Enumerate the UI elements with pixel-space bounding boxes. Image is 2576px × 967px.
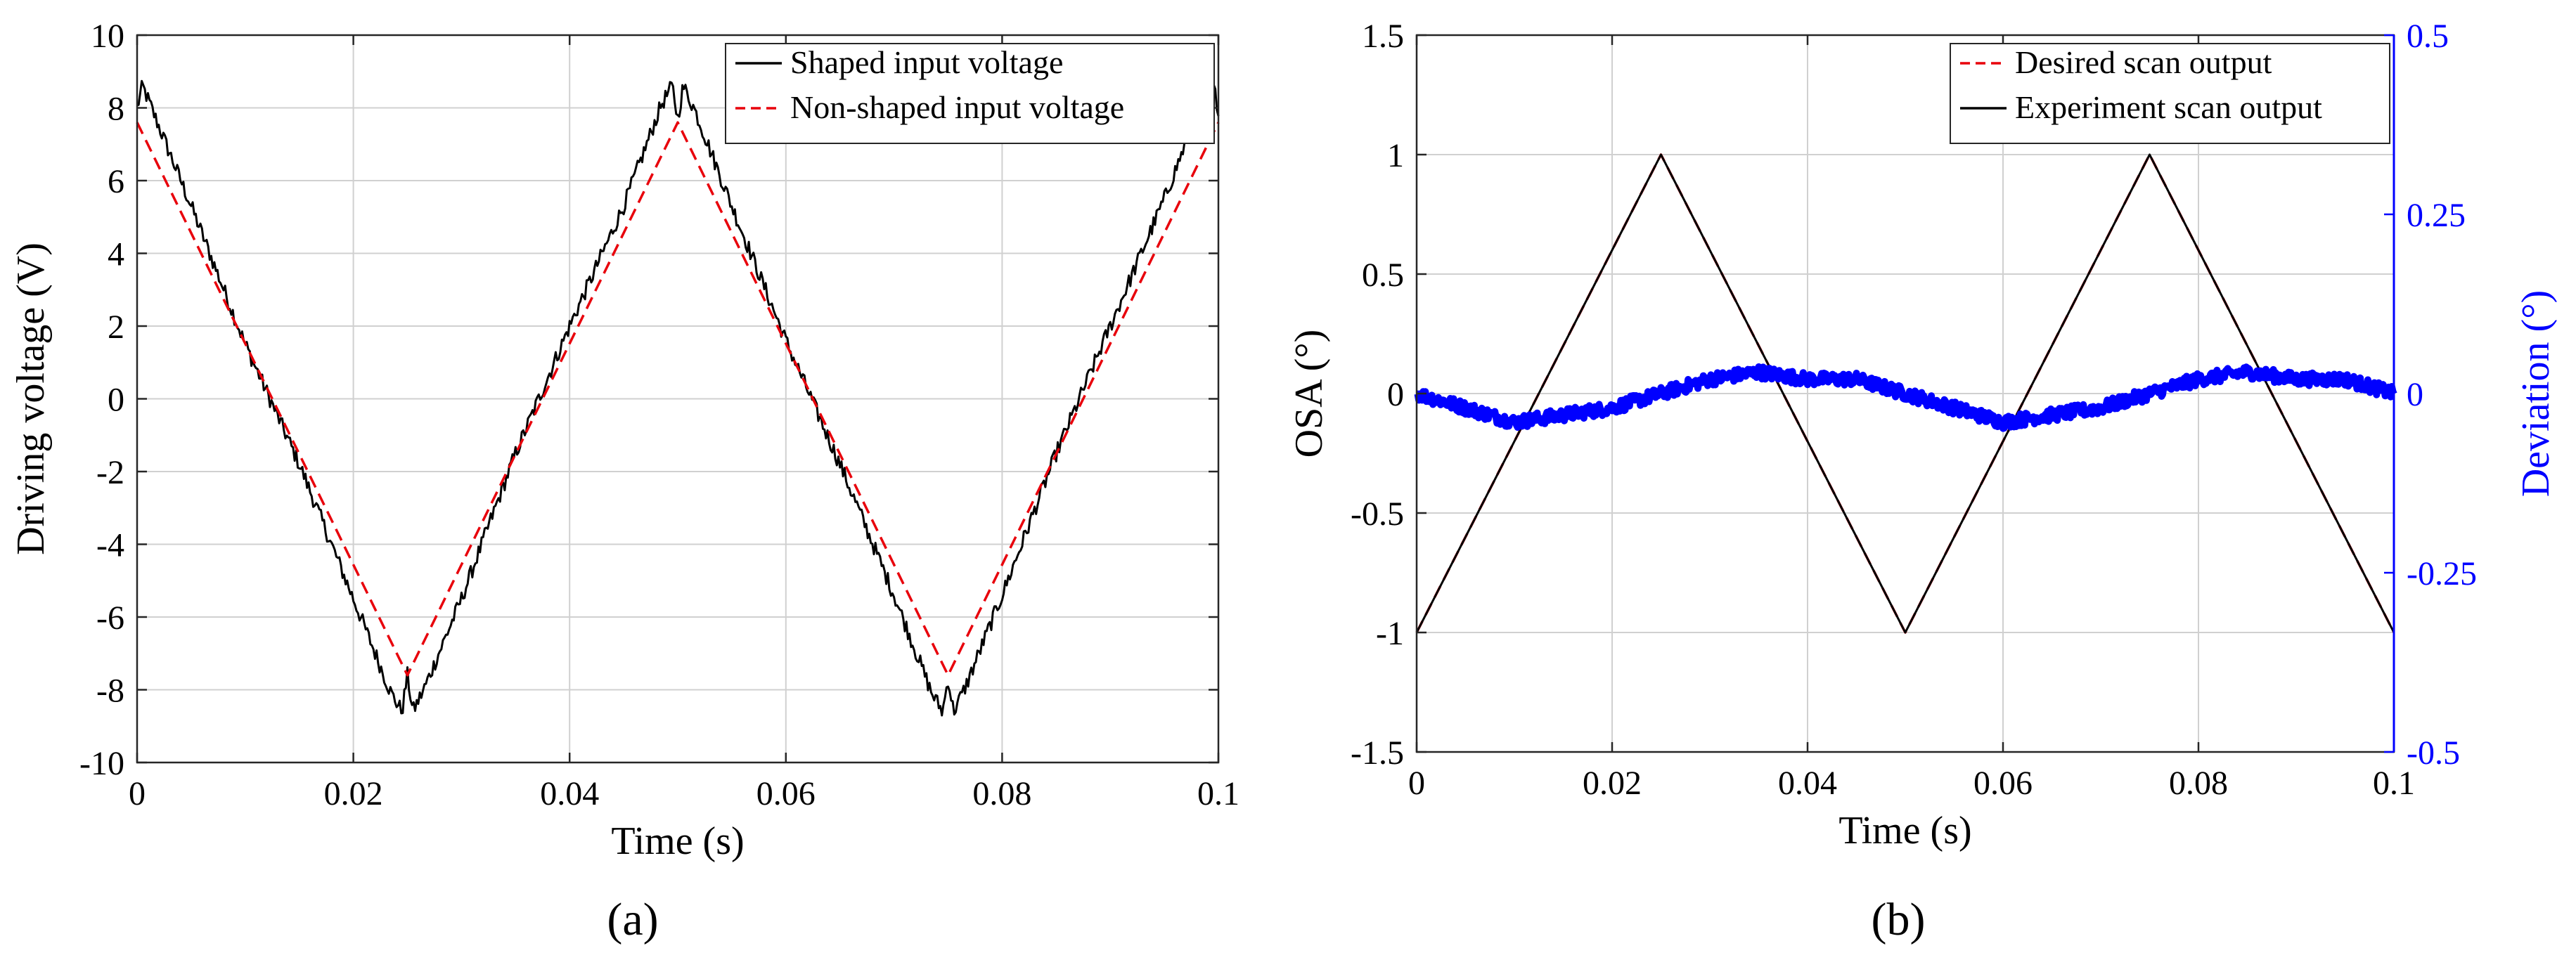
x-tick-label: 0.06 (756, 775, 816, 812)
x-tick-label: 0.1 (1197, 775, 1239, 812)
legend: Shaped input voltage Non-shaped input vol… (725, 43, 1215, 144)
x-tick-label: 0.06 (1973, 765, 2033, 802)
chart-panel-a: 0 0.02 0.04 0.06 0.08 0.1 -10 -8 -6 -4 -2 0 2 4 6 8 10 Ti… (9, 18, 1239, 863)
y-right-axis-label: Deviation (°) (2514, 290, 2558, 498)
x-tick-label: 0.04 (1778, 765, 1837, 802)
y-tick-label: -0.5 (1351, 495, 1404, 533)
x-tick-label: 0.02 (324, 775, 383, 812)
legend: Desired scan output Experiment scan outpu… (1950, 43, 2390, 144)
y-tick-label: -4 (96, 527, 124, 564)
legend-entry: Experiment scan output (2015, 89, 2322, 125)
y-right-tick-label: 0.25 (2407, 197, 2466, 234)
x-tick-label: 0 (129, 775, 146, 812)
x-tick-label: 0.04 (540, 775, 599, 812)
y-right-tick-label: -0.5 (2407, 734, 2460, 772)
y-tick-label: 8 (108, 91, 124, 128)
y-axis-label: Driving voltage (V) (9, 242, 53, 555)
y-tick-label: 6 (108, 163, 124, 200)
legend-entry: Shaped input voltage (790, 44, 1063, 80)
legend-entry: Desired scan output (2015, 44, 2272, 80)
y-tick-label: -8 (96, 673, 124, 710)
x-tick-label: 0.1 (2373, 765, 2415, 802)
y-tick-label: 1.5 (1362, 18, 1404, 55)
series-deviation-line (1414, 363, 2397, 432)
series-line-non-shaped-input-voltage (136, 121, 1220, 677)
y-tick-label: 4 (108, 236, 124, 273)
x-tick-label: 0.08 (972, 775, 1031, 812)
panel-label-b: (b) (1872, 894, 1926, 945)
y-tick-label: -1 (1376, 615, 1404, 652)
panel-label-a: (a) (607, 894, 658, 945)
y-tick-label: 1 (1387, 137, 1404, 174)
series-line-experiment-scan-output (1415, 153, 2395, 634)
x-tick-label: 0.08 (2169, 765, 2228, 802)
y-tick-label: 0.5 (1362, 257, 1404, 294)
x-axis-label: Time (s) (611, 819, 744, 863)
y-tick-label: 0 (1387, 376, 1404, 413)
y-tick-label: -10 (79, 745, 124, 782)
series-line-shaped-input-voltage (136, 79, 1220, 717)
legend-box (725, 43, 1215, 144)
y-tick-label: 2 (108, 309, 124, 346)
y-axis-label: OSA (°) (1287, 330, 1331, 458)
legend-entry: Non-shaped input voltage (790, 89, 1124, 125)
y-right-tick-label: 0.5 (2407, 18, 2449, 55)
y-right-tick-label: -0.25 (2407, 555, 2477, 592)
y-tick-label: -6 (96, 599, 124, 637)
y-tick-label: 0 (108, 382, 124, 419)
x-axis-label: Time (s) (1838, 809, 1971, 852)
x-tick-label: 0.02 (1583, 765, 1642, 802)
chart-panel-b: 0 0.02 0.04 0.06 0.08 0.1 -1.5 -1 -0.5 0 0.5 1 1.5 -0… (1287, 18, 2558, 852)
y-right-tick-label: 0 (2407, 376, 2423, 413)
y-tick-label: -1.5 (1351, 734, 1404, 772)
legend-box (1950, 43, 2390, 144)
y-tick-label: -2 (96, 454, 124, 491)
y-tick-label: 10 (91, 18, 124, 55)
x-tick-label: 0 (1408, 765, 1425, 802)
